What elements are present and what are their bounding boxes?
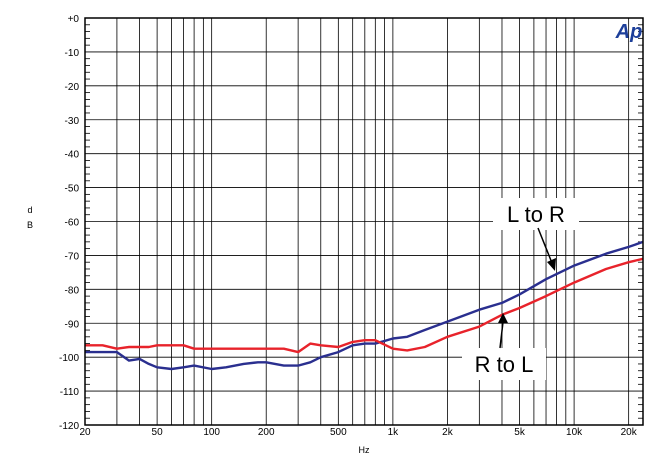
y-tick-label: -30: [65, 116, 80, 127]
x-tick-label: 200: [258, 427, 275, 438]
annotation-r-to-l-arrow: [499, 321, 504, 349]
y-tick-labels: +0 -10 -20 -30 -40 -50 -60 -70 -80 -90 -100 -110 -12…: [59, 14, 79, 432]
annotation-l-to-r-box: [493, 198, 579, 230]
series-line-r-to-l: [85, 257, 644, 354]
y-tick-label: -20: [65, 82, 80, 93]
x-tick-label: 10k: [566, 427, 583, 438]
x-tick-label: 2k: [442, 427, 454, 438]
y-tick-label: -60: [65, 218, 80, 229]
x-tick-label: 100: [203, 427, 220, 438]
x-tick-labels: 20 50 100 200 500 1k 2k 5k 10k 20k: [79, 427, 637, 438]
annotation-r-to-l-arrowhead: [498, 313, 508, 323]
x-axis-label: Hz: [359, 445, 370, 455]
y-tick-label: -120: [59, 421, 79, 432]
annotation-l-to-r-arrowhead: [547, 258, 556, 271]
x-tick-label: 20: [79, 427, 91, 438]
x-tick-label: 20k: [621, 427, 638, 438]
series-layer: [85, 240, 644, 371]
y-tick-label: -70: [65, 251, 80, 262]
annotation-r-to-l-box: [462, 348, 546, 380]
y-tick-label: -100: [59, 353, 79, 364]
annotation-l-to-r: L to R: [507, 202, 565, 227]
x-tick-label: 5k: [514, 427, 526, 438]
minor-ticks: [85, 24, 643, 419]
x-tick-label: 50: [152, 427, 164, 438]
y-tick-label: -90: [65, 319, 80, 330]
svg-text:Ap: Ap: [615, 21, 643, 43]
plot-frame: [84, 17, 644, 426]
x-tick-label: 500: [330, 427, 347, 438]
series-line-l-to-r: [85, 240, 644, 371]
y-tick-label: +0: [68, 14, 80, 25]
ap-logo: Ap: [615, 21, 643, 43]
annotation-l-to-r-arrow: [537, 227, 553, 264]
y-tick-label: -80: [65, 285, 80, 296]
y-axis-label-b: B: [27, 220, 33, 230]
annotation-r-to-l: R to L: [475, 352, 534, 377]
y-tick-label: -110: [60, 387, 80, 398]
y-tick-label: -40: [65, 150, 80, 161]
y-tick-label: -50: [65, 184, 80, 195]
x-tick-label: 1k: [388, 427, 400, 438]
y-axis-label-d: d: [27, 205, 32, 215]
y-tick-label: -10: [65, 48, 80, 59]
